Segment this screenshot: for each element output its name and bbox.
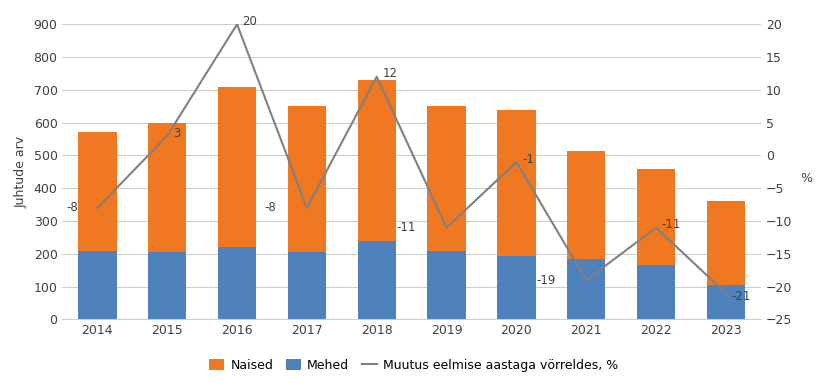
Text: 12: 12 <box>382 67 397 80</box>
Bar <box>428 250 466 319</box>
Bar <box>637 265 676 319</box>
Text: 20: 20 <box>242 15 257 28</box>
Bar <box>218 87 256 247</box>
Y-axis label: %: % <box>800 172 812 185</box>
Bar <box>637 169 676 265</box>
Bar <box>707 201 745 285</box>
Text: -21: -21 <box>732 290 751 303</box>
Bar <box>428 106 466 250</box>
Text: 3: 3 <box>173 126 180 139</box>
Bar <box>707 285 745 319</box>
Bar <box>567 259 605 319</box>
Bar <box>78 132 117 250</box>
Bar <box>288 106 326 252</box>
Bar <box>357 241 396 319</box>
Bar <box>148 252 186 319</box>
Text: -1: -1 <box>522 153 534 166</box>
Bar <box>78 250 117 319</box>
Text: -11: -11 <box>662 218 681 231</box>
Text: -11: -11 <box>397 221 416 234</box>
Y-axis label: Juhtude arv: Juhtude arv <box>15 136 28 208</box>
Legend: Naised, Mehed, Muutus eelmise aastaga vörreldes, %: Naised, Mehed, Muutus eelmise aastaga vö… <box>204 354 623 377</box>
Bar <box>288 252 326 319</box>
Bar <box>497 110 536 255</box>
Text: -8: -8 <box>67 201 79 214</box>
Bar <box>357 80 396 241</box>
Bar <box>218 247 256 319</box>
Text: -19: -19 <box>537 273 556 286</box>
Bar <box>148 123 186 252</box>
Bar <box>497 255 536 319</box>
Bar <box>567 151 605 259</box>
Text: -8: -8 <box>265 201 276 214</box>
